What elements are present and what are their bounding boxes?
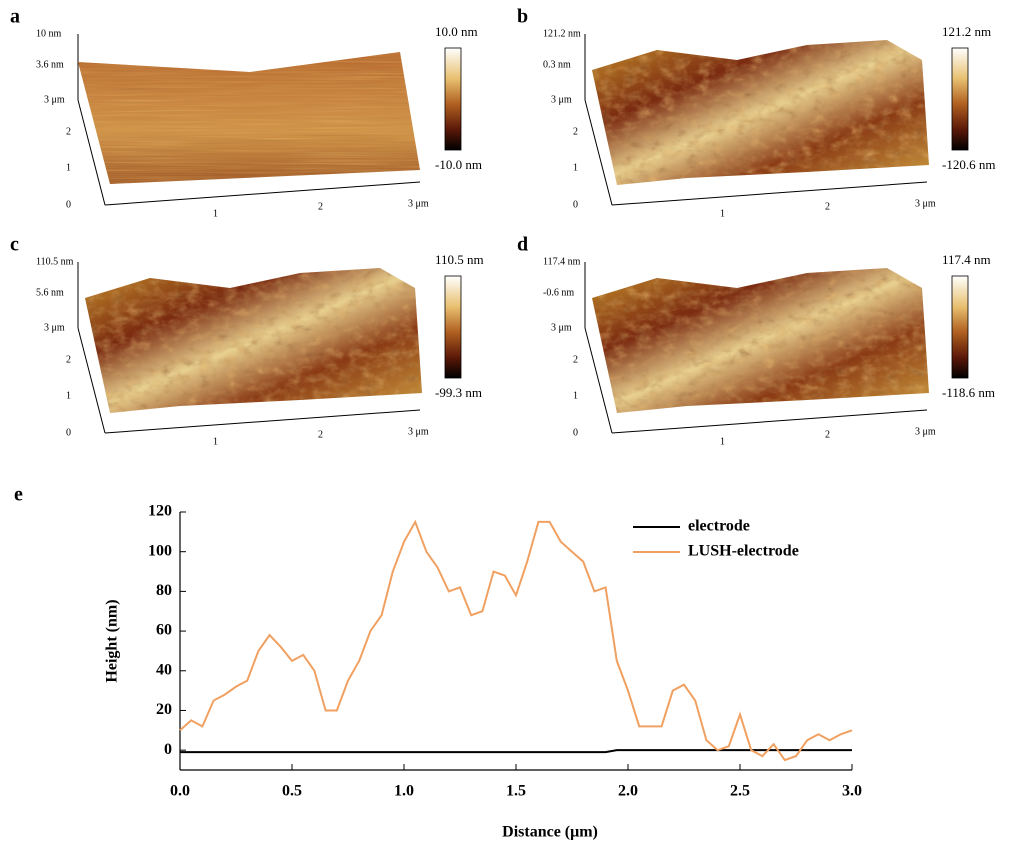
legend-label: electrode	[688, 518, 750, 535]
line-series	[179, 519, 853, 762]
x-tick-label: 1.5	[506, 783, 526, 800]
x-axis-label: 1	[213, 208, 218, 219]
axis	[611, 409, 928, 434]
x-tick-label: 2.5	[730, 783, 750, 800]
panel-label: e	[14, 484, 23, 506]
axis	[77, 99, 106, 206]
axis	[611, 181, 928, 206]
x-axis-label: 2	[825, 429, 830, 440]
z-label: 10 nm	[36, 28, 62, 39]
y-tick-label: 0	[164, 741, 172, 758]
x-axis-label: 1	[720, 436, 725, 447]
x-axis-label: 3 μm	[408, 426, 429, 437]
y-axis-label: 0	[66, 199, 71, 210]
colorbar-label: -120.6 nm	[942, 157, 995, 172]
x-axis-label: 2	[318, 429, 323, 440]
colorbar	[444, 275, 462, 379]
axis	[104, 409, 421, 434]
axis	[77, 327, 106, 434]
colorbar-label: 10.0 nm	[435, 24, 478, 39]
axis	[584, 327, 613, 434]
afm-texture	[592, 40, 929, 185]
y-axis-label: 2	[66, 126, 71, 137]
x-tick-label: 3.0	[842, 783, 862, 800]
y-tick-label: 80	[156, 582, 172, 599]
x-axis-label: 2	[318, 201, 323, 212]
y-axis-label: 1	[66, 390, 71, 401]
x-axis-label: 3 μm	[915, 426, 936, 437]
x-tick-label: 1.0	[394, 783, 414, 800]
z-label: 110.5 nm	[36, 256, 74, 267]
y-axis-label: 3 μm	[551, 322, 572, 333]
x-tick-label: 0.5	[282, 783, 302, 800]
y-axis-label: 2	[573, 354, 578, 365]
axis	[104, 181, 421, 206]
y-tick-label: 60	[156, 622, 172, 639]
z-label: 121.2 nm	[543, 28, 581, 39]
y-tick-label: 120	[148, 503, 172, 520]
panel-label: a	[10, 6, 20, 28]
legend-label: LUSH-electrode	[688, 543, 799, 560]
y-axis-label: 3 μm	[44, 322, 65, 333]
x-tick-label: 2.0	[618, 783, 638, 800]
y-axis-label: 0	[66, 427, 71, 438]
y-axis-title: Height (nm)	[104, 599, 121, 682]
colorbar-label: -118.6 nm	[942, 385, 995, 400]
y-tick-label: 40	[156, 661, 172, 678]
x-axis-label: 1	[720, 208, 725, 219]
panel-label: d	[517, 234, 528, 256]
afm-texture	[85, 268, 422, 413]
y-tick-label: 20	[156, 701, 172, 718]
colorbar-label: 110.5 nm	[435, 252, 484, 267]
x-axis-label: 2	[825, 201, 830, 212]
line-series	[180, 749, 852, 754]
colorbar-label: 117.4 nm	[942, 252, 991, 267]
y-tick-label: 100	[148, 542, 172, 559]
x-axis-label: 3 μm	[408, 198, 429, 209]
axis	[584, 99, 613, 206]
colorbar	[951, 47, 969, 151]
panel-label: b	[517, 6, 528, 28]
panel-label: c	[10, 234, 19, 256]
colorbar-label: 121.2 nm	[942, 24, 991, 39]
y-axis-label: 0	[573, 427, 578, 438]
colorbar-label: -99.3 nm	[435, 385, 482, 400]
y-axis-label: 3 μm	[551, 94, 572, 105]
z-label: 5.6 nm	[36, 287, 64, 298]
afm-texture	[78, 52, 420, 184]
z-label: 117.4 nm	[543, 256, 581, 267]
colorbar	[951, 275, 969, 379]
y-axis-label: 1	[573, 162, 578, 173]
y-axis-label: 2	[66, 354, 71, 365]
y-axis-label: 1	[66, 162, 71, 173]
x-axis-label: 1	[213, 436, 218, 447]
x-tick-label: 0.0	[170, 783, 190, 800]
x-axis-title: Distance (μm)	[502, 824, 598, 841]
z-label: -0.6 nm	[543, 287, 574, 298]
y-axis-label: 2	[573, 126, 578, 137]
z-label: 0.3 nm	[543, 59, 571, 70]
y-axis-label: 0	[573, 199, 578, 210]
colorbar	[444, 47, 462, 151]
colorbar-label: -10.0 nm	[435, 157, 482, 172]
x-axis-label: 3 μm	[915, 198, 936, 209]
z-label: 3.6 nm	[36, 59, 64, 70]
afm-texture	[592, 268, 929, 413]
y-axis-label: 3 μm	[44, 94, 65, 105]
y-axis-label: 1	[573, 390, 578, 401]
